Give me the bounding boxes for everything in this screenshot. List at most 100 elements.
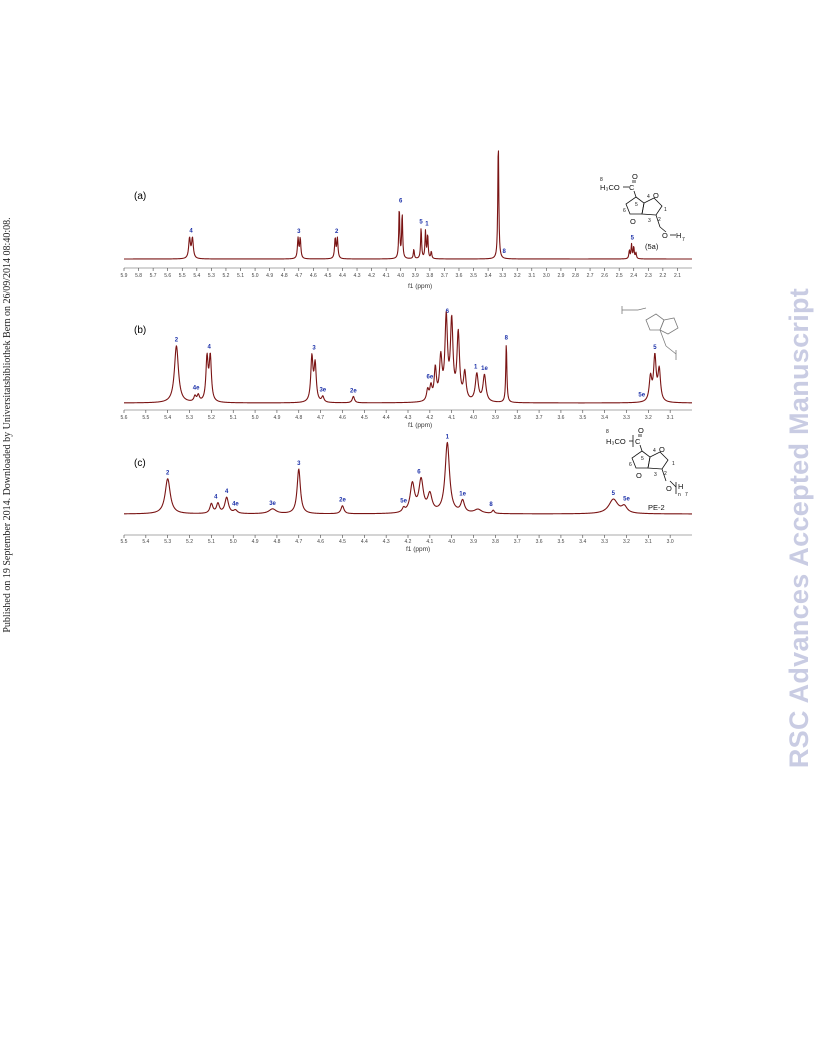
svg-text:2: 2: [664, 471, 667, 477]
x-tick-label: 4.3: [405, 415, 412, 421]
spectrum-panel-b: (b) 5.6 5.5 5.4 5.3 5.2 5.1 5.0 4.9 4.8 4.7 4.6 4.5…: [121, 309, 693, 429]
structure-5a-h-number: 7: [682, 237, 685, 243]
x-tick-label: 3.4: [485, 273, 492, 279]
x-tick-label: 5.0: [252, 273, 259, 279]
svg-text:4: 4: [647, 194, 650, 200]
structure-pe2-hydroxyl-o: O: [666, 484, 672, 493]
peak-label: 4: [225, 489, 229, 495]
x-tick-label: 5.8: [135, 273, 142, 279]
x-tick-label: 2.5: [616, 273, 623, 279]
peak-label: 6: [446, 309, 450, 315]
x-tick-label: 3.9: [492, 415, 499, 421]
panel-a-spectrum-trace: [123, 150, 693, 260]
structure-pe2-carbonyl-o: O: [638, 426, 644, 435]
structure-pe2-compound-label: PE-2: [648, 503, 665, 512]
svg-text:4: 4: [653, 448, 656, 454]
svg-text:3: 3: [648, 218, 651, 224]
structure-5a-hydrogen: H: [676, 231, 681, 240]
structure-b: [621, 306, 679, 360]
svg-text:5: 5: [641, 456, 644, 462]
svg-text:5: 5: [635, 202, 638, 208]
x-tick-label: 4.3: [354, 273, 361, 279]
peak-label: 6: [417, 469, 421, 475]
x-tick-label: 5.5: [142, 415, 149, 421]
x-tick-label: 4.7: [295, 273, 302, 279]
panel-b-spectrum-trace: [123, 311, 693, 404]
x-tick-label: 3.7: [536, 415, 543, 421]
peak-label: 5e: [623, 497, 630, 503]
x-tick-label: 4.2: [368, 273, 375, 279]
x-tick-label: 4.0: [448, 539, 455, 545]
x-tick-label: 3.7: [514, 539, 521, 545]
peak-label: 1: [425, 222, 429, 228]
structure-pe2: 8 H₃CO C O O O O H n 7 5 4 6 1 2 3 PE-2: [606, 426, 688, 512]
x-tick-label: 3.4: [579, 539, 586, 545]
x-tick-label: 4.9: [266, 273, 273, 279]
x-tick-label: 3.4: [601, 415, 608, 421]
structure-pe2-repeat-n: n: [678, 492, 681, 498]
x-tick-label: 2.3: [645, 273, 652, 279]
x-tick-label: 4.7: [295, 539, 302, 545]
peak-label: 3: [312, 346, 316, 352]
peak-label: 2e: [339, 498, 346, 504]
x-tick-label: 5.0: [252, 415, 259, 421]
x-tick-label: 4.5: [339, 539, 346, 545]
x-tick-label: 3.1: [645, 539, 652, 545]
x-tick-label: 5.5: [179, 273, 186, 279]
x-tick-label: 3.0: [667, 539, 674, 545]
x-tick-label: 5.6: [164, 273, 171, 279]
x-tick-label: 5.9: [121, 273, 128, 279]
structure-pe2-methyl-number: 8: [606, 429, 609, 435]
x-tick-label: 4.1: [426, 539, 433, 545]
peak-label: 5e: [400, 498, 407, 504]
x-tick-label: 5.3: [164, 539, 171, 545]
peak-label: 8: [505, 336, 509, 342]
svg-text:6: 6: [629, 462, 632, 468]
x-tick-label: 5.4: [142, 539, 149, 545]
peak-label: 8: [502, 249, 506, 255]
peak-label: 3: [297, 229, 301, 235]
x-tick-label: 2.6: [601, 273, 608, 279]
x-tick-label: 5.1: [230, 415, 237, 421]
x-tick-label: 4.1: [383, 273, 390, 279]
panel-c-label: (c): [134, 458, 146, 469]
peak-label: 1: [446, 434, 450, 440]
x-tick-label: 3.3: [499, 273, 506, 279]
x-tick-label: 2.8: [572, 273, 579, 279]
x-tick-label: 3.8: [514, 415, 521, 421]
x-tick-label: 3.6: [557, 415, 564, 421]
structure-5a-hydroxyl-o: O: [662, 231, 668, 240]
peak-label: 2e: [350, 388, 357, 394]
x-tick-label: 3.5: [470, 273, 477, 279]
svg-text:3: 3: [654, 472, 657, 478]
peak-label: 5: [631, 235, 635, 241]
x-tick-label: 2.1: [674, 273, 681, 279]
peak-label: 6e: [427, 375, 434, 381]
x-tick-label: 3.9: [470, 539, 477, 545]
x-tick-label: 5.3: [208, 273, 215, 279]
svg-text:1: 1: [664, 207, 667, 213]
x-tick-label: 3.7: [441, 273, 448, 279]
peak-label: 3e: [319, 388, 326, 394]
x-tick-label: 3.2: [645, 415, 652, 421]
x-tick-label: 3.3: [601, 539, 608, 545]
panel-b-x-axis-title: f1 (ppm): [408, 422, 432, 429]
x-tick-label: 4.6: [310, 273, 317, 279]
x-tick-label: 3.3: [623, 415, 630, 421]
svg-text:C: C: [635, 437, 641, 446]
peak-label: 4: [208, 344, 212, 350]
x-tick-label: 5.3: [186, 415, 193, 421]
peak-label: 3: [297, 461, 301, 467]
x-tick-label: 3.6: [536, 539, 543, 545]
x-tick-label: 4.2: [405, 539, 412, 545]
peak-label: 4: [189, 229, 193, 235]
structure-pe2-ring-o-1: O: [636, 471, 642, 480]
x-tick-label: 3.8: [426, 273, 433, 279]
x-tick-label: 2.2: [659, 273, 666, 279]
peak-label: 6: [399, 198, 403, 204]
panel-c-x-axis-title: f1 (ppm): [406, 546, 430, 553]
x-tick-label: 5.1: [237, 273, 244, 279]
x-tick-label: 3.5: [579, 415, 586, 421]
x-tick-label: 4.8: [295, 415, 302, 421]
